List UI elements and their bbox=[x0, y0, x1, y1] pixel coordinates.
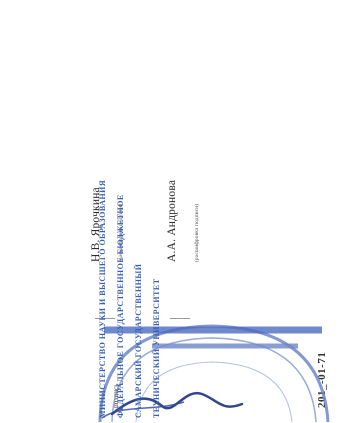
separator-line-1 bbox=[95, 318, 115, 319]
official-stamp: МИНИСТЕРСТВО НАУКИ И ВЫСШЕГО ОБРАЗОВАНИЯ… bbox=[92, 180, 332, 423]
stamp-line-3: САМАРСКИЙ ГОСУДАРСТВЕННЫЙ bbox=[134, 263, 143, 418]
stamp-line-4: ТЕХНИЧЕСКИЙ УНИВЕРСИТЕТ bbox=[152, 278, 161, 418]
stamp-graphic bbox=[98, 324, 330, 423]
signature-name-2: А.А. Андронова bbox=[166, 179, 178, 262]
stamp-line-1: МИНИСТЕРСТВО НАУКИ И ВЫСШЕГО ОБРАЗОВАНИЯ bbox=[98, 179, 107, 418]
separator-line-2 bbox=[170, 318, 190, 319]
signature-caption-2: (расшифровка подписи) bbox=[194, 203, 200, 262]
stamp-line-2: ФЕДЕРАЛЬНОЕ ГОСУДАРСТВЕННОЕ БЮДЖЕТНОЕ bbox=[116, 194, 125, 418]
